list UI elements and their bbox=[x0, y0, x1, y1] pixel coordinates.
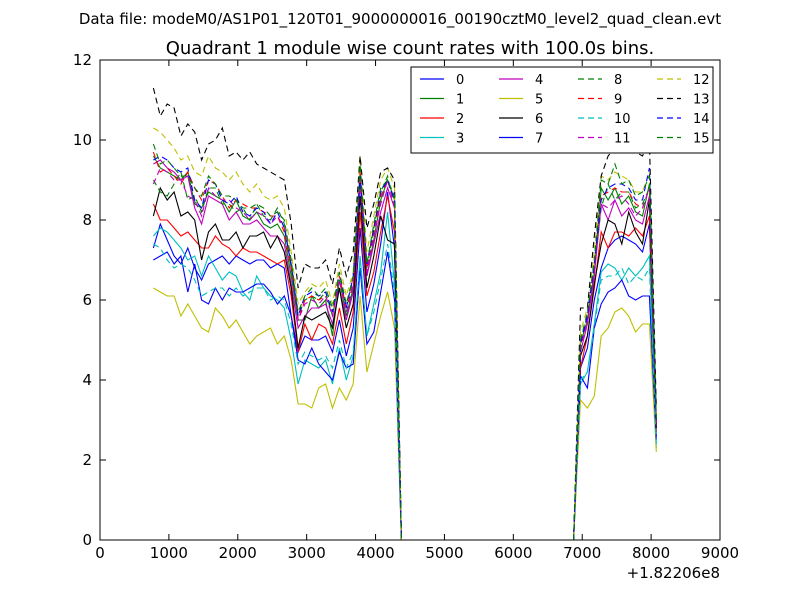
legend-label-3: 3 bbox=[456, 132, 464, 147]
x-tick-label: 3000 bbox=[288, 544, 326, 562]
chart-suptitle: Data file: modeM0/AS1P01_120T01_90000000… bbox=[79, 10, 721, 29]
y-tick-label: 10 bbox=[73, 131, 92, 149]
legend-label-12: 12 bbox=[693, 73, 710, 88]
legend-box bbox=[410, 66, 714, 154]
legend-label-9: 9 bbox=[614, 93, 622, 108]
series-layer bbox=[152, 87, 657, 540]
series-line-2 bbox=[152, 195, 657, 540]
x-tick-label: 8000 bbox=[632, 544, 670, 562]
legend-label-6: 6 bbox=[535, 112, 543, 127]
series-line-7 bbox=[153, 251, 657, 540]
legend-label-2: 2 bbox=[456, 112, 464, 127]
y-tick-label: 2 bbox=[82, 451, 92, 469]
x-tick-label: 0 bbox=[95, 544, 105, 562]
legend-label-4: 4 bbox=[535, 73, 543, 88]
legend-label-5: 5 bbox=[535, 93, 543, 108]
series-line-12 bbox=[153, 127, 657, 540]
legend-label-11: 11 bbox=[614, 132, 631, 147]
y-tick-label: 0 bbox=[82, 531, 92, 549]
legend-label-15: 15 bbox=[693, 132, 710, 147]
legend-label-1: 1 bbox=[456, 93, 464, 108]
y-tick-label: 6 bbox=[82, 291, 92, 309]
x-offset-label: +1.82206e8 bbox=[627, 564, 720, 582]
x-tick-label: 2000 bbox=[219, 544, 257, 562]
x-tick-label: 1000 bbox=[150, 544, 188, 562]
x-tick-label: 6000 bbox=[494, 544, 532, 562]
legend-label-8: 8 bbox=[614, 73, 622, 88]
x-tick-label: 4000 bbox=[356, 544, 394, 562]
series-line-13 bbox=[152, 87, 657, 540]
series-line-3 bbox=[152, 211, 657, 540]
x-axis: 0 1000 2000 3000 4000 5000 6000 7000 8000 9000 bbox=[95, 60, 739, 562]
legend-label-13: 13 bbox=[693, 93, 710, 108]
y-tick-label: 4 bbox=[82, 371, 92, 389]
legend-label-0: 0 bbox=[456, 73, 464, 88]
x-tick-label: 5000 bbox=[425, 544, 463, 562]
legend-label-10: 10 bbox=[614, 112, 631, 127]
series-line-15 bbox=[152, 143, 657, 540]
y-tick-label: 12 bbox=[73, 51, 92, 69]
series-line-5 bbox=[153, 287, 657, 540]
series-line-6 bbox=[152, 186, 657, 540]
x-tick-label: 7000 bbox=[563, 544, 601, 562]
legend-label-7: 7 bbox=[535, 132, 543, 147]
series-line-10 bbox=[153, 243, 657, 540]
y-tick-label: 8 bbox=[82, 211, 92, 229]
x-tick-label: 9000 bbox=[701, 544, 739, 562]
legend-label-14: 14 bbox=[693, 112, 710, 127]
chart-title: Quadrant 1 module wise count rates with … bbox=[166, 38, 655, 59]
series-line-14 bbox=[153, 155, 657, 540]
